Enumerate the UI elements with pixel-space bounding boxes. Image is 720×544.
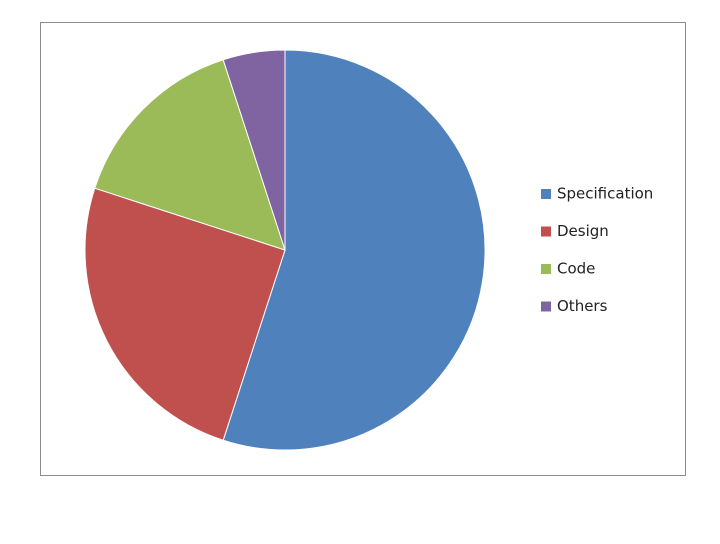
- legend-label: Specification: [557, 185, 653, 203]
- legend-swatch: [541, 264, 551, 274]
- pie-slice: [84, 187, 286, 441]
- legend-swatch: [541, 301, 551, 312]
- legend-label: Code: [557, 260, 595, 278]
- legend-swatch: [541, 226, 551, 237]
- legend-label: Design: [557, 222, 609, 240]
- legend-swatch: [541, 189, 551, 199]
- pie-slice: [222, 49, 486, 451]
- legend-label: Others: [557, 297, 608, 315]
- pie-slice: [222, 49, 286, 251]
- pie-slice: [94, 59, 286, 251]
